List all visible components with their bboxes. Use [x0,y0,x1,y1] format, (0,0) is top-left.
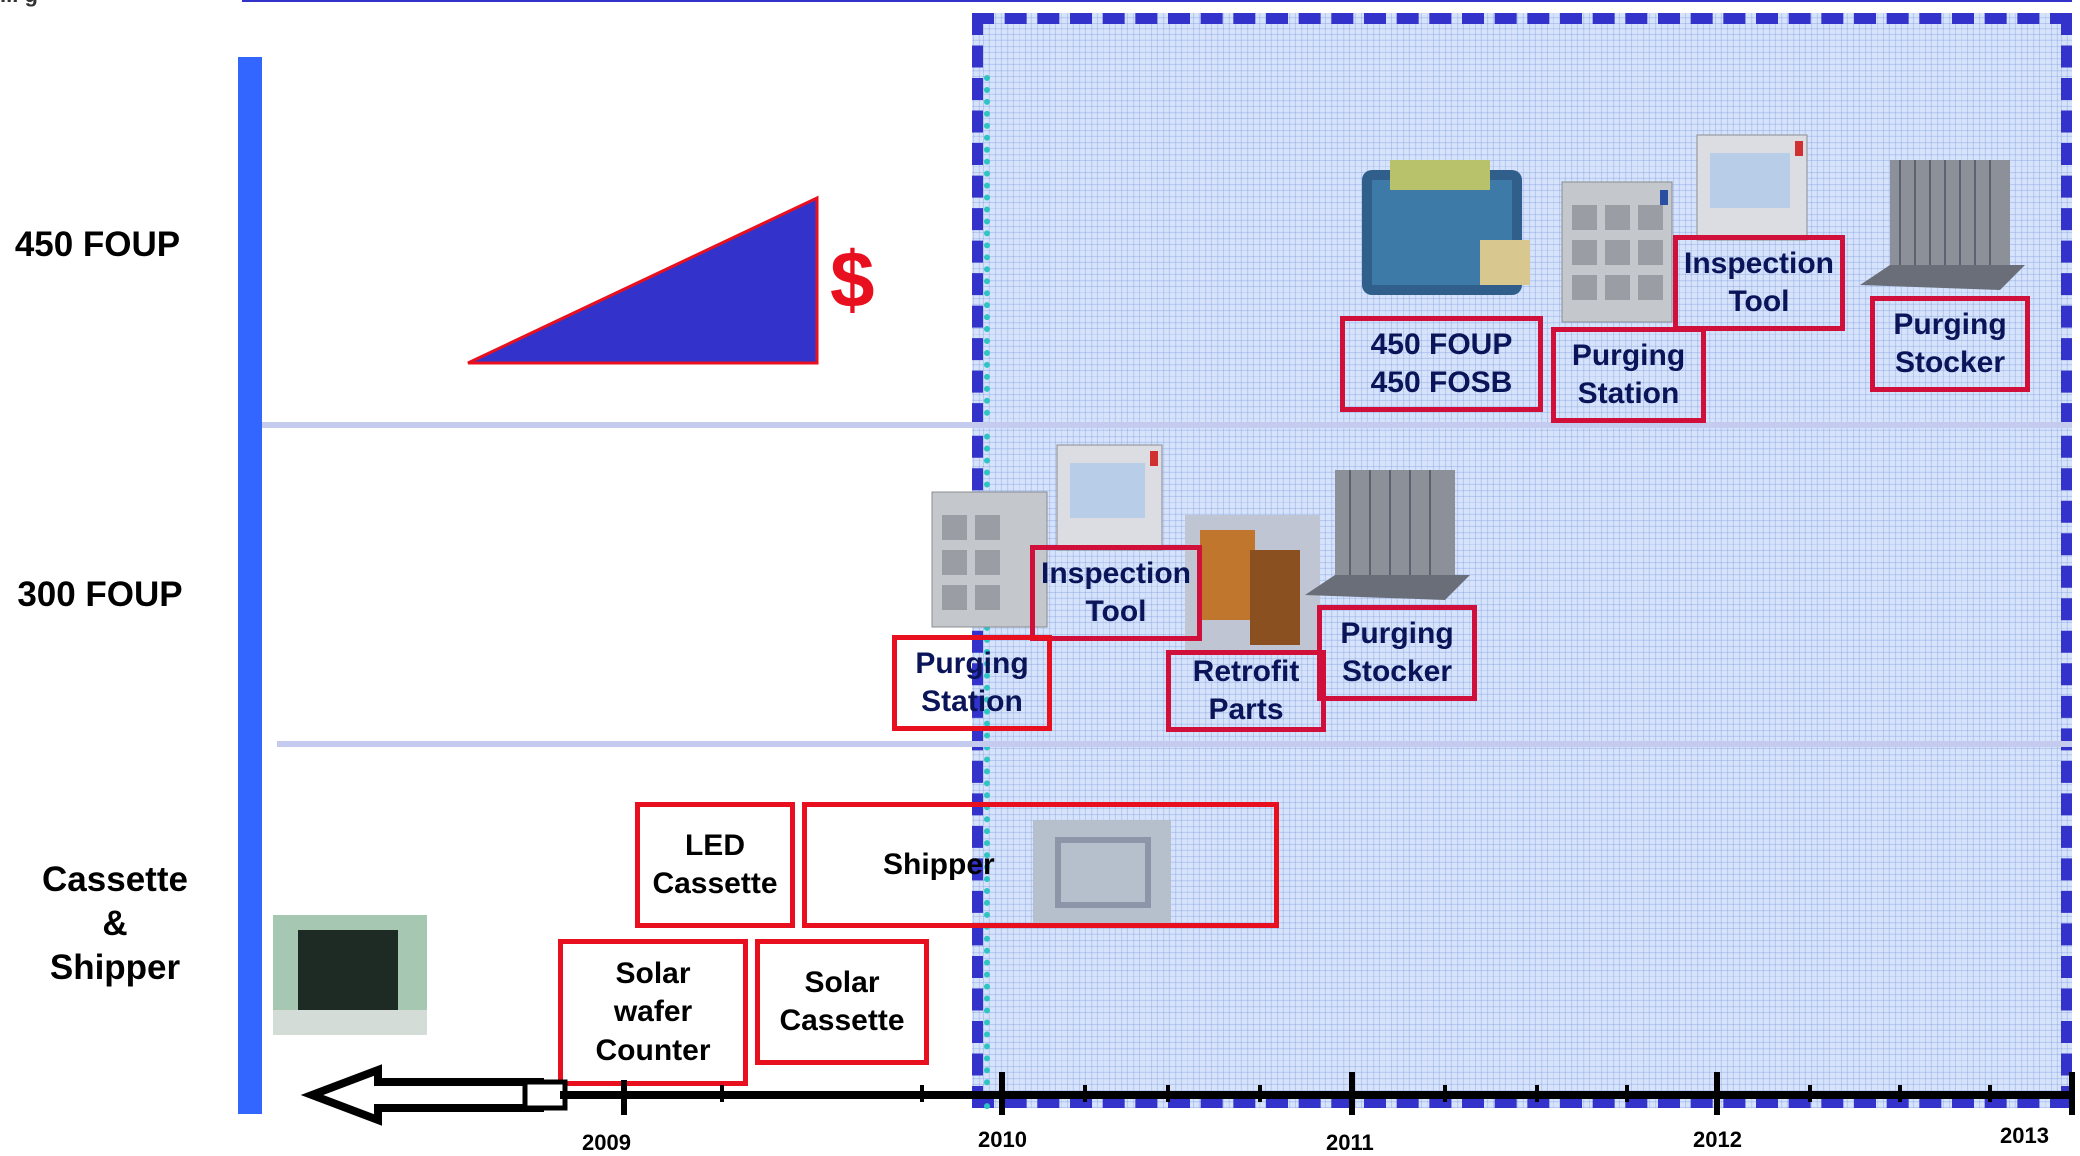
timeline-axis [300,1064,2075,1126]
year-2009: 2009 [582,1130,631,1155]
row-label-450-foup: 450 FOUP [14,225,181,264]
top-cropped-label: ... g [0,0,38,8]
box-purging-stocker-300: Purging Stocker [1317,605,1477,701]
row-label-300-foup: 300 FOUP [17,575,183,614]
year-2011: 2011 [1326,1130,1374,1155]
purging-stocker-300-image [1305,470,1470,600]
box-led-cassette: LED Cassette [635,802,795,928]
box-purging-station-300: Purging Station [892,635,1052,731]
row-separator-upper [262,422,2072,428]
vertical-axis-bar [238,57,262,1114]
year-2013: 2013 [2000,1123,2049,1148]
box-retrofit-parts: Retrofit Parts [1166,650,1326,732]
box-purging-stocker-450: Purging Stocker [1870,296,2030,392]
box-450-foup-fosb: 450 FOUP 450 FOSB [1340,316,1543,412]
box-inspection-tool-450: Inspection Tool [1673,235,1845,331]
row-label-cassette-shipper: Cassette & Shipper [42,860,188,987]
top-line [242,0,2072,2]
purging-station-450-image [1561,181,1673,323]
box-solar-cassette: Solar Cassette [755,939,929,1065]
box-inspection-tool-300: Inspection Tool [1030,545,1202,641]
year-2010: 2010 [978,1127,1027,1152]
year-2012: 2012 [1693,1127,1742,1152]
inspection-tool-300-image [1056,444,1163,551]
dollar-sign: $ [830,235,875,324]
box-shipper: Shipper [802,802,1279,928]
purging-stocker-450-image [1860,160,2025,290]
shipper-image [1033,820,1171,923]
box-purging-station-450: Purging Station [1551,327,1706,423]
box-solar-wafer-counter: Solar wafer Counter [558,939,748,1086]
retrofit-parts-image [1185,515,1320,650]
cost-triangle [467,195,819,365]
cassette-photo [273,915,427,1035]
purging-station-300-image [931,491,1048,628]
row-separator-lower [277,741,2072,747]
inspection-tool-450-image [1696,134,1808,241]
foup-450-image [1362,160,1530,295]
